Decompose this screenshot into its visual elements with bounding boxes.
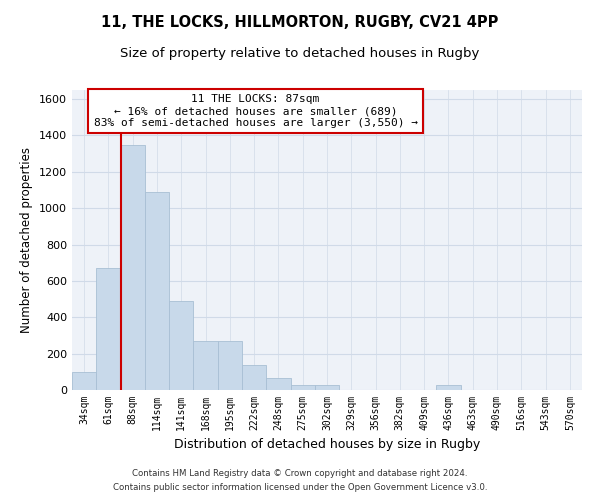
Bar — [242, 364, 266, 390]
Bar — [315, 384, 339, 390]
Bar — [436, 386, 461, 390]
Bar — [169, 301, 193, 390]
Bar — [145, 192, 169, 390]
Text: Contains public sector information licensed under the Open Government Licence v3: Contains public sector information licen… — [113, 484, 487, 492]
Bar — [96, 268, 121, 390]
Bar — [266, 378, 290, 390]
Y-axis label: Number of detached properties: Number of detached properties — [20, 147, 34, 333]
Text: Size of property relative to detached houses in Rugby: Size of property relative to detached ho… — [121, 48, 479, 60]
Bar — [290, 384, 315, 390]
Bar — [72, 372, 96, 390]
X-axis label: Distribution of detached houses by size in Rugby: Distribution of detached houses by size … — [174, 438, 480, 452]
Text: 11, THE LOCKS, HILLMORTON, RUGBY, CV21 4PP: 11, THE LOCKS, HILLMORTON, RUGBY, CV21 4… — [101, 15, 499, 30]
Bar — [218, 341, 242, 390]
Bar — [193, 341, 218, 390]
Text: Contains HM Land Registry data © Crown copyright and database right 2024.: Contains HM Land Registry data © Crown c… — [132, 468, 468, 477]
Bar — [121, 144, 145, 390]
Text: 11 THE LOCKS: 87sqm
← 16% of detached houses are smaller (689)
83% of semi-detac: 11 THE LOCKS: 87sqm ← 16% of detached ho… — [94, 94, 418, 128]
